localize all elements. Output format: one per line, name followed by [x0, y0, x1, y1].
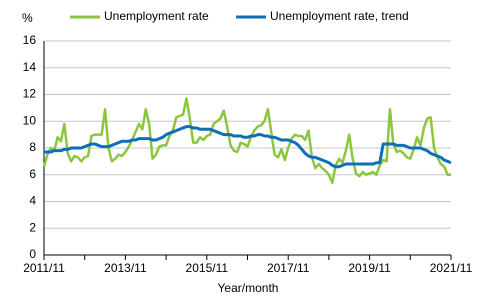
y-tick-label: 16 [23, 33, 37, 47]
y-tick-label: 14 [23, 60, 37, 74]
x-tick-label: 2011/11 [23, 261, 65, 275]
x-tick-label: 2015/11 [186, 261, 229, 275]
x-axis-label: Year/month [218, 281, 279, 295]
legend-label: Unemployment rate [104, 9, 209, 23]
legend-label: Unemployment rate, trend [270, 9, 409, 23]
series-line [42, 97, 451, 185]
x-tick-label: 2017/11 [267, 261, 310, 275]
series-line [44, 125, 452, 169]
y-axis-label: % [22, 11, 33, 25]
y-tick-label: 4 [29, 194, 36, 208]
y-tick-label: 2 [29, 220, 36, 234]
y-tick-label: 6 [29, 167, 36, 181]
y-tick-label: 10 [23, 113, 37, 127]
x-tick-label: 2013/11 [104, 261, 147, 275]
x-tick-label: 2019/11 [348, 261, 391, 275]
y-tick-label: 12 [23, 87, 37, 101]
x-tick-label: 2021/11 [430, 261, 473, 275]
y-tick-label: 8 [29, 140, 36, 154]
y-tick-label: 0 [29, 247, 36, 261]
